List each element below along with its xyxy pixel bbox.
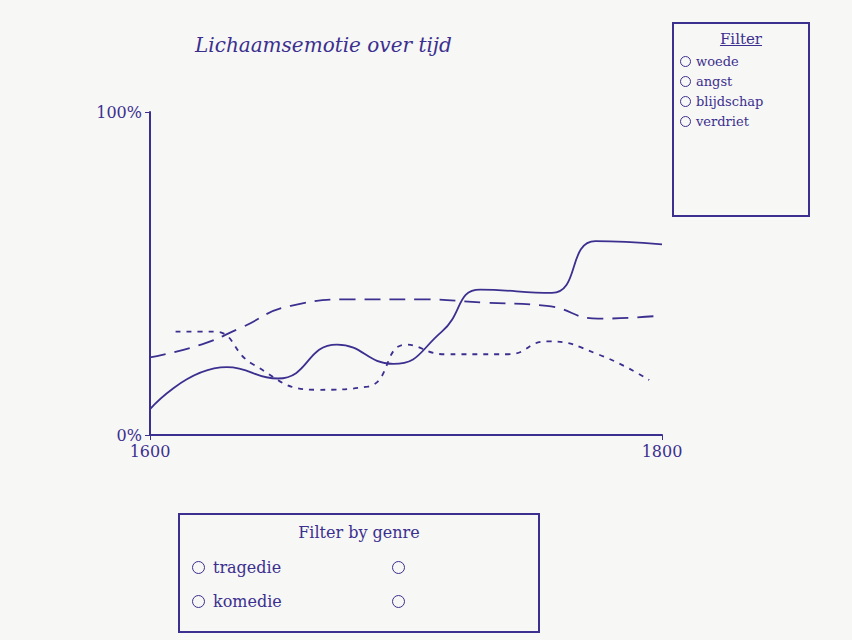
svg-text:Lichaamsemotie over tijd: Lichaamsemotie over tijd (194, 33, 452, 57)
svg-text:1800: 1800 (642, 442, 683, 461)
html-text:blijdschap: blijdschap (696, 93, 764, 109)
svg-text:1600: 1600 (130, 442, 171, 461)
html-text:woede: woede (696, 53, 739, 69)
svg-text:0%: 0% (116, 425, 142, 445)
html-text:komedie: komedie (213, 591, 282, 611)
html-text:verdriet: verdriet (696, 113, 749, 129)
html-text:angst: angst (696, 73, 733, 89)
html-text:Filter by genre: Filter by genre (298, 523, 420, 542)
svg-text:100%: 100% (96, 103, 142, 122)
html-text:Filter: Filter (720, 30, 762, 48)
html-text:tragedie: tragedie (213, 557, 282, 577)
